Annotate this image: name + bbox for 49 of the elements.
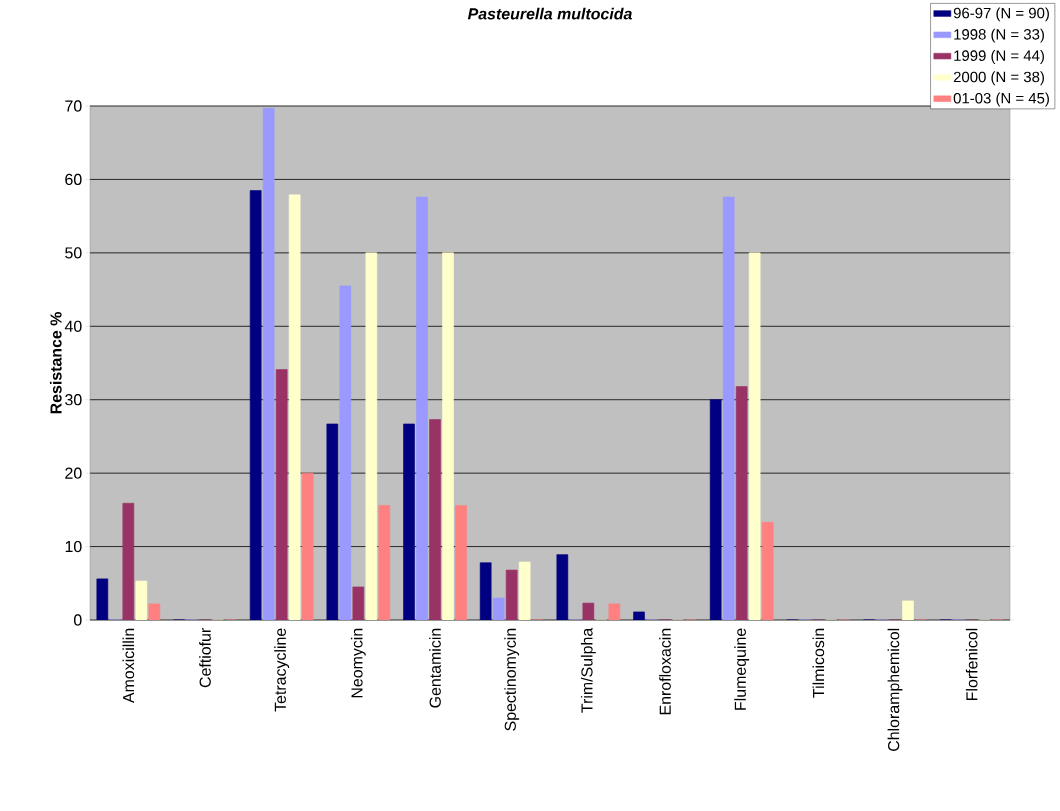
- x-tick-label: Enrofloxacin: [659, 628, 671, 715]
- bar: [479, 562, 492, 620]
- x-tick-label: Tetracycline: [274, 628, 290, 712]
- legend-label: 1999 (N = 44): [954, 49, 1044, 64]
- bar: [122, 502, 135, 620]
- bar: [288, 194, 301, 620]
- bar: [442, 252, 454, 620]
- x-tick-label: Spectinomycin: [504, 628, 520, 731]
- bar: [902, 600, 914, 620]
- x-tick-label: Tilmicosin: [812, 628, 825, 698]
- x-tick-label: Neomycin: [350, 628, 366, 698]
- bar: [326, 423, 339, 620]
- x-tick-label: Amoxicillin: [122, 628, 135, 704]
- bar: [352, 586, 365, 620]
- legend-label: 96-97 (N = 90): [953, 7, 1049, 22]
- bar: [582, 602, 595, 620]
- y-tick-label: 10: [65, 540, 82, 553]
- x-tick-label: Chloramphemicol: [887, 628, 903, 751]
- y-tick-label: 0: [73, 614, 82, 626]
- bar: [556, 554, 569, 620]
- y-tick-label: 40: [64, 320, 82, 332]
- y-tick-label: 70: [65, 100, 82, 112]
- bar: [275, 369, 288, 620]
- y-tick-label: 30: [65, 394, 82, 406]
- x-tick-label: Ceftiofur: [199, 628, 211, 688]
- bar: [249, 190, 262, 620]
- x-tick-label: Florfenicol: [965, 628, 978, 700]
- legend-label: 01-03 (N = 45): [953, 92, 1049, 107]
- y-tick-label: 50: [65, 247, 82, 259]
- y-axis-title: Resistance %: [49, 312, 62, 414]
- chart-title: Pasteurella multocida: [467, 7, 632, 20]
- bar: [518, 561, 531, 620]
- bar: [748, 252, 761, 620]
- bar: [429, 419, 441, 620]
- bar: [365, 252, 378, 620]
- bar: [505, 569, 518, 620]
- x-tick-label: Flumequine: [734, 628, 750, 710]
- y-tick-label: 60: [65, 173, 82, 186]
- bar: [633, 611, 645, 620]
- bar: [735, 386, 748, 620]
- bar: [135, 580, 148, 620]
- bar: [403, 423, 415, 620]
- x-tick-label: Gentamicin: [429, 628, 441, 708]
- legend-label: 2000 (N = 38): [953, 71, 1044, 86]
- bar: [96, 578, 109, 620]
- bar: [709, 399, 722, 620]
- x-tick-label: Trim/Sulpha: [580, 627, 596, 713]
- y-tick-label: 20: [65, 467, 82, 479]
- legend-label: 1998 (N = 33): [954, 28, 1044, 43]
